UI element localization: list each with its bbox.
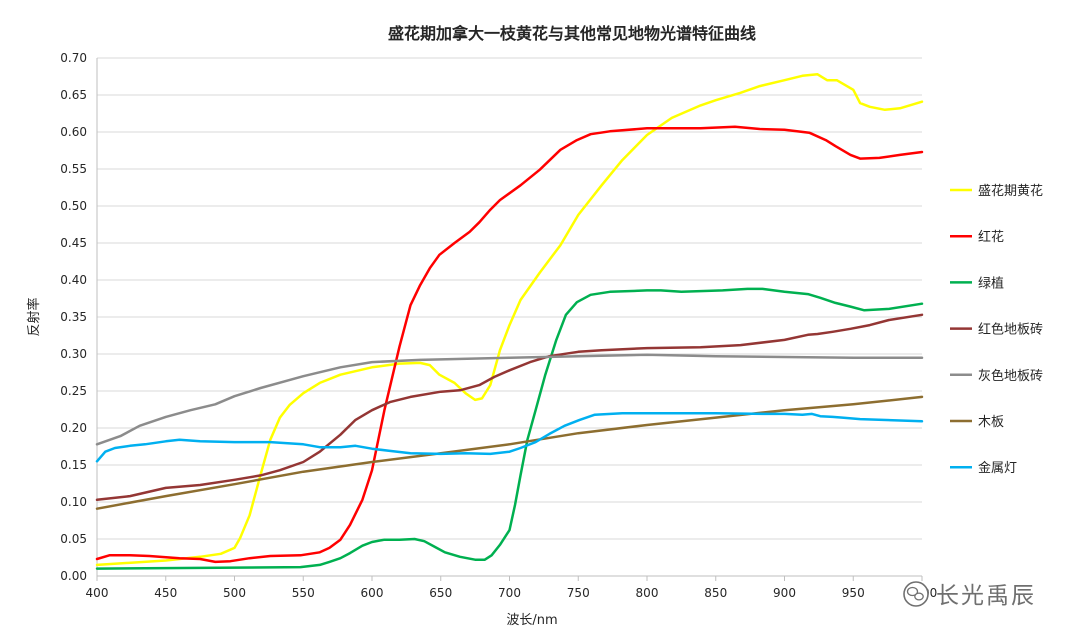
y-tick-label: 0.25 [60, 384, 87, 398]
y-tick-label: 0.50 [60, 199, 87, 213]
x-tick-label: 500 [223, 586, 246, 600]
legend-entry: 木板 [950, 415, 1004, 430]
legend-label: 绿植 [978, 276, 1004, 291]
legend-entry: 红花 [950, 229, 1004, 245]
series-line-6 [95, 395, 924, 510]
x-tick-label: 400 [86, 586, 109, 600]
x-tick-label: 550 [292, 586, 315, 600]
x-tick-label: 900 [773, 586, 796, 600]
series-line-2 [95, 125, 924, 564]
legend-label: 木板 [978, 415, 1004, 430]
series-line-5 [95, 353, 924, 446]
legend-label: 红花 [978, 229, 1004, 245]
y-axis-title: 反射率 [26, 297, 42, 336]
legend-label: 盛花期黄花 [978, 183, 1043, 199]
gridlines [97, 57, 922, 540]
y-tick-label: 0.70 [60, 51, 87, 65]
legend-entry: 金属灯 [950, 460, 1017, 476]
tick-labels: 0.00 0.05 0.10 0.15 0.20 0.25 0.30 0.35 0.40 0.45… [60, 51, 937, 600]
legend-label: 金属灯 [978, 460, 1017, 476]
x-tick-label: 700 [498, 586, 521, 600]
watermark: 长光禹辰 [903, 581, 1036, 609]
chart-title: 盛花期加拿大一枝黄花与其他常见地物光谱特征曲线 [388, 24, 756, 43]
legend-label: 红色地板砖 [978, 322, 1043, 338]
y-tick-label: 0.55 [60, 162, 87, 176]
y-tick-label: 0.30 [60, 347, 87, 361]
x-tick-label: 600 [361, 586, 384, 600]
x-tick-label: 450 [154, 586, 177, 600]
y-tick-label: 0.10 [60, 495, 87, 509]
y-tick-label: 0.45 [60, 236, 87, 250]
x-tick-label: 950 [842, 586, 865, 600]
x-tick-label: 850 [704, 586, 727, 600]
x-tick-label: 650 [429, 586, 452, 600]
series-line-7 [95, 411, 924, 463]
y-tick-label: 0.00 [60, 569, 87, 583]
y-tick-label: 0.15 [60, 458, 87, 472]
series-line-4 [95, 313, 924, 502]
series-line-3 [95, 287, 924, 570]
wechat-icon [903, 581, 929, 607]
legend-entry: 红色地板砖 [950, 322, 1043, 338]
plot-series [95, 73, 924, 570]
y-tick-label: 0.35 [60, 310, 87, 324]
legend-entry: 灰色地板砖 [950, 368, 1043, 384]
x-axis-title: 波长/nm [506, 613, 557, 628]
y-tick-label: 0.60 [60, 125, 87, 139]
x-tick-label: 800 [636, 586, 659, 600]
series-line-1 [95, 73, 924, 567]
y-tick-label: 0.40 [60, 273, 87, 287]
y-tick-label: 0.65 [60, 88, 87, 102]
y-tick-label: 0.05 [60, 532, 87, 546]
watermark-text: 长光禹辰 [936, 583, 1036, 609]
axes [96, 58, 923, 581]
legend-entry: 盛花期黄花 [950, 183, 1043, 199]
legend-label: 灰色地板砖 [978, 368, 1043, 384]
y-tick-label: 0.20 [60, 421, 87, 435]
x-tick-label: 750 [567, 586, 590, 600]
legend-entry: 绿植 [950, 276, 1004, 291]
